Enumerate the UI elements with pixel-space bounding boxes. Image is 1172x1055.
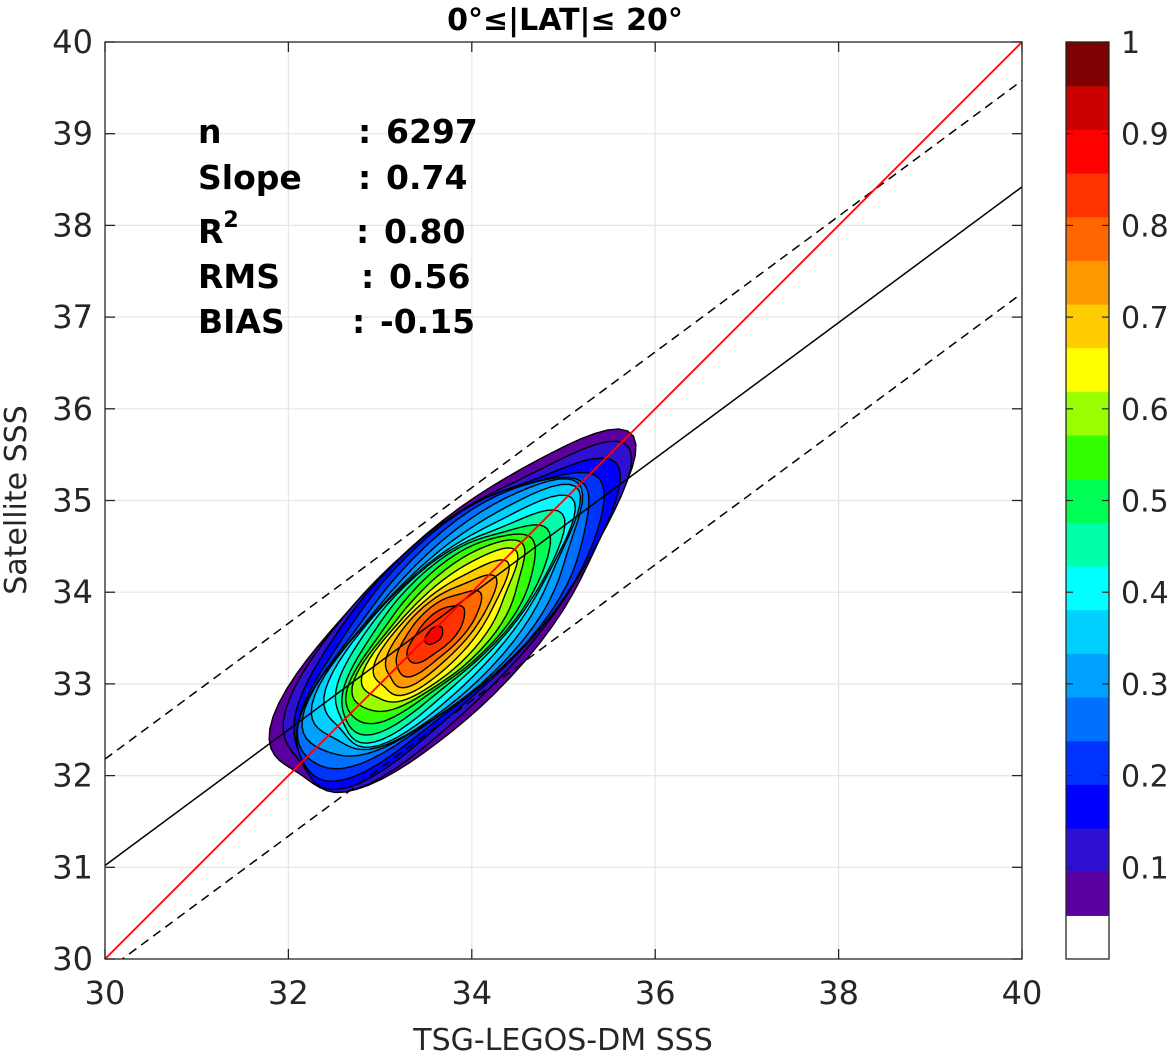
x-tick-label: 34	[451, 974, 492, 1012]
colorbar: 0.1 0.2 0.3 0.4 0.5 0.6 0.7 0.8 0.9 1	[1065, 26, 1169, 960]
regression-line	[105, 186, 1022, 867]
colorbar-segment	[1066, 304, 1109, 349]
colorbar-tick-label: 0.9	[1121, 118, 1169, 153]
stats-box: n : 6297 Slope : 0.74 R2 : 0.80 RMS : 0.…	[198, 112, 478, 341]
colorbar-tick-label: 0.2	[1121, 760, 1169, 795]
colorbar-segment	[1066, 260, 1109, 305]
stat-slope-sep: :	[358, 158, 371, 197]
colorbar-segment	[1066, 566, 1109, 611]
x-tick-label: 38	[818, 974, 859, 1012]
colorbar-segment	[1066, 216, 1109, 261]
identity-line	[105, 42, 1022, 959]
colorbar-segment	[1066, 828, 1109, 873]
stat-bias-sep: :	[352, 302, 365, 341]
colorbar-segment	[1066, 522, 1109, 567]
colorbar-segment	[1066, 347, 1109, 392]
colorbar-segment	[1066, 609, 1109, 654]
stat-r2-base: R	[198, 212, 223, 251]
chart-title: 0°≤|LAT|≤ 20°	[447, 3, 683, 38]
stat-n-label: n	[198, 112, 222, 151]
y-tick-label: 36	[52, 390, 93, 428]
colorbar-segment	[1066, 784, 1109, 829]
colorbar-tick-label: 0.5	[1121, 485, 1169, 520]
y-tick-label: 35	[52, 482, 93, 520]
colorbar-tick-label: 1	[1121, 26, 1140, 61]
stat-r2-value: 0.80	[384, 212, 465, 251]
colorbar-tick-label: 0.4	[1121, 576, 1169, 611]
colorbar-tick-label: 0.7	[1121, 301, 1169, 336]
stat-bias-label: BIAS	[198, 302, 285, 341]
colorbar-tick-label: 0.1	[1121, 851, 1169, 886]
colorbar-segment	[1066, 871, 1109, 916]
colorbar-segment	[1066, 740, 1109, 785]
stat-rms-value: 0.56	[389, 257, 470, 296]
colorbar-segment	[1066, 391, 1109, 436]
axis-ticks: 30 32 34 36 38 40 30 31 32 33 34 35 36 37 38 39 40	[52, 23, 1042, 1012]
y-tick-label: 38	[52, 206, 93, 244]
y-tick-label: 33	[52, 665, 93, 703]
stat-rms-label: RMS	[198, 257, 280, 296]
y-axis-label: Satellite SSS	[0, 405, 34, 595]
colorbar-segment	[1066, 85, 1109, 130]
x-tick-label: 30	[85, 974, 126, 1012]
colorbar-segment	[1066, 915, 1109, 960]
y-tick-label: 32	[52, 757, 93, 795]
colorbar-segment	[1066, 42, 1109, 87]
colorbar-segment	[1066, 129, 1109, 174]
x-tick-label: 40	[1002, 974, 1043, 1012]
y-tick-label: 39	[52, 115, 93, 153]
x-tick-label: 36	[635, 974, 676, 1012]
y-tick-label: 40	[52, 23, 93, 61]
colorbar-segment	[1066, 478, 1109, 523]
stat-r2-sep: :	[356, 212, 369, 251]
stat-rms-sep: :	[361, 257, 374, 296]
contour-level-18	[423, 625, 444, 646]
stat-slope-label: Slope	[198, 158, 302, 197]
y-tick-label: 30	[52, 940, 93, 978]
x-axis-label: TSG-LEGOS-DM SSS	[412, 1023, 713, 1055]
stat-r2-sup: 2	[223, 208, 238, 233]
x-tick-label: 32	[268, 974, 309, 1012]
lower-bound-dashed-line	[121, 292, 1022, 959]
colorbar-segment	[1066, 435, 1109, 480]
colorbar-segment	[1066, 173, 1109, 218]
reference-lines	[105, 42, 1022, 959]
colorbar-tick-label: 0.6	[1121, 393, 1169, 428]
stat-n-sep: :	[358, 112, 371, 151]
y-tick-label: 37	[52, 298, 93, 336]
colorbar-tick-label: 0.8	[1121, 209, 1169, 244]
stat-bias-value: -0.15	[380, 302, 475, 341]
colorbar-tick-label: 0.3	[1121, 668, 1169, 703]
stat-r2-label: R2	[198, 208, 239, 251]
y-tick-label: 34	[52, 573, 93, 611]
colorbar-segment	[1066, 697, 1109, 742]
stat-slope-value: 0.74	[386, 158, 467, 197]
stat-n-value: 6297	[386, 112, 478, 151]
y-tick-label: 31	[52, 848, 93, 886]
colorbar-segment	[1066, 653, 1109, 698]
